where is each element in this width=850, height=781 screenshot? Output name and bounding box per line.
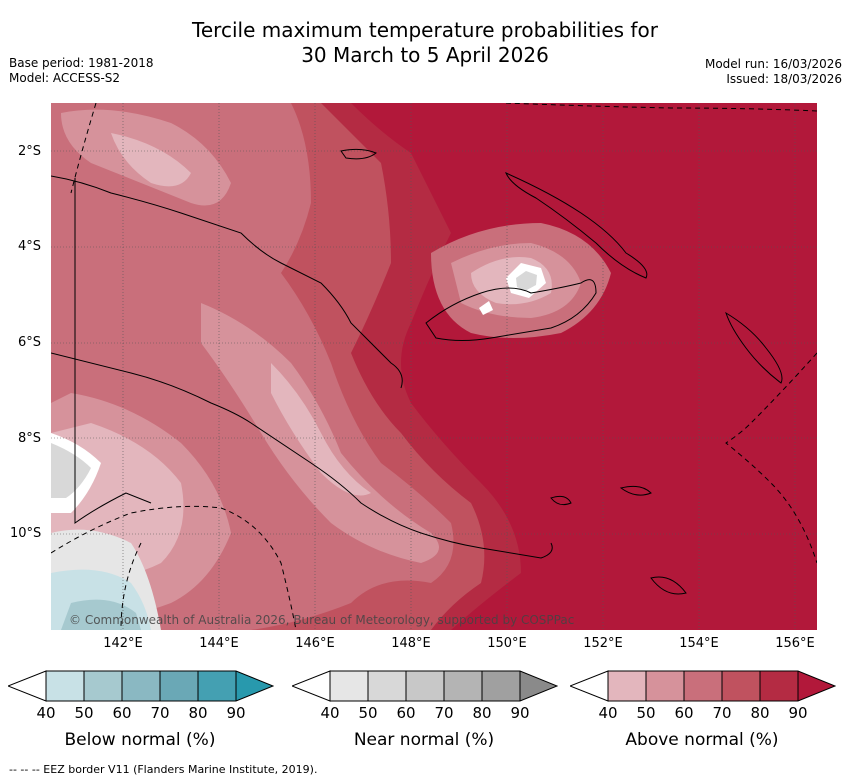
colorbar-tick: 40 [598,704,618,722]
lat-label: 2°S [18,144,42,159]
lon-label: 154°E [679,636,719,651]
eez-borders [51,103,817,630]
colorbar-swatch [444,671,482,701]
colorbar-tick: 60 [674,704,694,722]
lat-label: 4°S [18,239,42,254]
lat-label: 10°S [10,526,42,541]
lon-label: 142°E [103,636,143,651]
colorbar-swatch [198,671,236,701]
colorbar-swatch [122,671,160,701]
colorbar-swatch [160,671,198,701]
colorbar-tick: 60 [112,704,132,722]
lat-label: 6°S [18,335,42,350]
colorbar-swatch [236,671,273,701]
copyright-credit: © Commonwealth of Australia 2026, Bureau… [69,613,575,627]
lon-label: 148°E [391,636,431,651]
base-period: Base period: 1981-2018 [9,56,154,70]
colorbar-tick: 80 [472,704,492,722]
colorbar-tick: 60 [396,704,416,722]
colorbar-tick: 90 [226,704,246,722]
colorbar-swatch [46,671,84,701]
near-normal-title: Near normal (%) [353,730,495,750]
colorbar-swatch [482,671,520,701]
colorbar-swatch [608,671,646,701]
colorbar-tick: 50 [74,704,94,722]
colorbar-tick: 50 [636,704,656,722]
eez-footnote: -- -- -- EEZ border V11 (Flanders Marine… [9,763,318,776]
colorbar-tick: 70 [434,704,454,722]
base-info: Base period: 1981-2018 Model: ACCESS-S2 [9,56,154,86]
model-name: Model: ACCESS-S2 [9,71,121,85]
lon-label: 146°E [295,636,335,651]
colorbar-swatch [84,671,122,701]
colorbar-swatch [406,671,444,701]
map-title: Tercile maximum temperature probabilitie… [0,18,850,68]
colorbar-swatch [684,671,722,701]
colorbar-tick: 70 [712,704,732,722]
colorbar-tick: 40 [36,704,56,722]
colorbar-swatch [798,671,835,701]
colorbar-tick: 50 [358,704,378,722]
colorbar-swatch [760,671,798,701]
title-line-2: 30 March to 5 April 2026 [301,43,549,67]
lon-label: 150°E [487,636,527,651]
above-normal-title: Above normal (%) [625,730,779,750]
below-normal-title: Below normal (%) [64,730,216,750]
issued-date: Issued: 18/03/2026 [726,72,842,86]
colorbar-swatch [330,671,368,701]
coastlines [51,148,783,595]
colorbar-swatch [368,671,406,701]
near-normal-colorbar [292,670,558,702]
colorbar-swatch [722,671,760,701]
title-line-1: Tercile maximum temperature probabilitie… [192,18,658,42]
lon-label: 144°E [199,636,239,651]
colorbar-swatch [520,671,557,701]
lon-label: 152°E [583,636,623,651]
below-normal-colorbar [8,670,274,702]
lat-label: 8°S [18,431,42,446]
lon-label: 156°E [775,636,815,651]
probability-map [51,103,817,630]
run-info: Model run: 16/03/2026 Issued: 18/03/2026 [705,57,842,87]
colorbar-tick: 80 [750,704,770,722]
colorbar-tick: 40 [320,704,340,722]
colorbar-tick: 90 [510,704,530,722]
colorbar-tick: 70 [150,704,170,722]
colorbar-tick: 80 [188,704,208,722]
colorbar-swatch [646,671,684,701]
graticule [51,103,817,630]
model-run: Model run: 16/03/2026 [704,57,842,71]
above-normal-colorbar [570,670,836,702]
probability-contours [51,103,611,630]
colorbar-tick: 90 [788,704,808,722]
